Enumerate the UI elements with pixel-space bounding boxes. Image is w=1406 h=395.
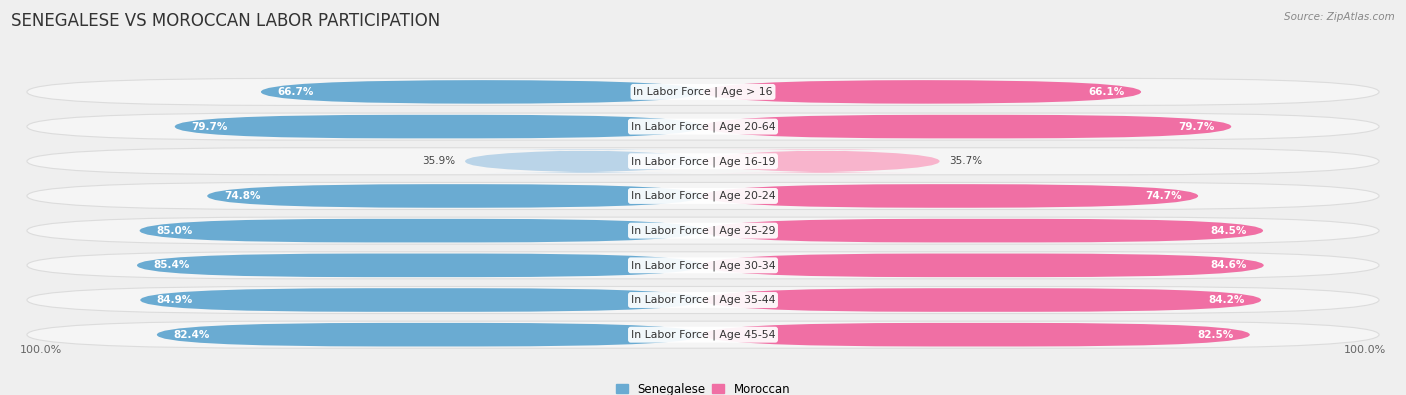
Text: 79.7%: 79.7% (1178, 122, 1215, 132)
Text: In Labor Force | Age 20-24: In Labor Force | Age 20-24 (631, 191, 775, 201)
Text: 74.8%: 74.8% (224, 191, 260, 201)
Text: 35.9%: 35.9% (422, 156, 456, 166)
Text: 66.7%: 66.7% (277, 87, 314, 97)
FancyBboxPatch shape (136, 254, 703, 277)
Text: 66.1%: 66.1% (1088, 87, 1125, 97)
FancyBboxPatch shape (27, 217, 1379, 244)
FancyBboxPatch shape (27, 321, 1379, 348)
FancyBboxPatch shape (703, 80, 1142, 104)
FancyBboxPatch shape (465, 149, 703, 173)
FancyBboxPatch shape (139, 219, 703, 243)
Text: In Labor Force | Age 45-54: In Labor Force | Age 45-54 (631, 329, 775, 340)
Text: In Labor Force | Age 30-34: In Labor Force | Age 30-34 (631, 260, 775, 271)
Text: In Labor Force | Age 16-19: In Labor Force | Age 16-19 (631, 156, 775, 167)
FancyBboxPatch shape (27, 78, 1379, 105)
Text: 79.7%: 79.7% (191, 122, 228, 132)
Text: In Labor Force | Age 35-44: In Labor Force | Age 35-44 (631, 295, 775, 305)
Text: 84.9%: 84.9% (157, 295, 193, 305)
FancyBboxPatch shape (703, 288, 1261, 312)
FancyBboxPatch shape (703, 184, 1198, 208)
FancyBboxPatch shape (703, 149, 939, 173)
FancyBboxPatch shape (174, 115, 703, 138)
Text: 84.6%: 84.6% (1211, 260, 1247, 270)
FancyBboxPatch shape (27, 286, 1379, 314)
FancyBboxPatch shape (703, 254, 1264, 277)
Text: 74.7%: 74.7% (1144, 191, 1181, 201)
Text: 82.4%: 82.4% (173, 330, 209, 340)
Text: In Labor Force | Age 20-64: In Labor Force | Age 20-64 (631, 121, 775, 132)
Text: 35.7%: 35.7% (949, 156, 983, 166)
Text: 82.5%: 82.5% (1197, 330, 1233, 340)
FancyBboxPatch shape (27, 252, 1379, 279)
FancyBboxPatch shape (27, 182, 1379, 209)
FancyBboxPatch shape (703, 219, 1263, 243)
FancyBboxPatch shape (27, 113, 1379, 140)
FancyBboxPatch shape (262, 80, 703, 104)
FancyBboxPatch shape (207, 184, 703, 208)
Text: In Labor Force | Age > 16: In Labor Force | Age > 16 (633, 87, 773, 97)
FancyBboxPatch shape (157, 323, 703, 346)
Text: In Labor Force | Age 25-29: In Labor Force | Age 25-29 (631, 226, 775, 236)
FancyBboxPatch shape (703, 115, 1232, 138)
Text: 100.0%: 100.0% (1344, 345, 1386, 355)
Legend: Senegalese, Moroccan: Senegalese, Moroccan (612, 378, 794, 395)
Text: SENEGALESE VS MOROCCAN LABOR PARTICIPATION: SENEGALESE VS MOROCCAN LABOR PARTICIPATI… (11, 12, 440, 30)
Text: 85.4%: 85.4% (153, 260, 190, 270)
Text: 84.5%: 84.5% (1211, 226, 1247, 236)
FancyBboxPatch shape (703, 323, 1250, 346)
FancyBboxPatch shape (141, 288, 703, 312)
Text: 100.0%: 100.0% (20, 345, 62, 355)
Text: Source: ZipAtlas.com: Source: ZipAtlas.com (1284, 12, 1395, 22)
FancyBboxPatch shape (27, 148, 1379, 175)
Text: 84.2%: 84.2% (1208, 295, 1244, 305)
Text: 85.0%: 85.0% (156, 226, 193, 236)
